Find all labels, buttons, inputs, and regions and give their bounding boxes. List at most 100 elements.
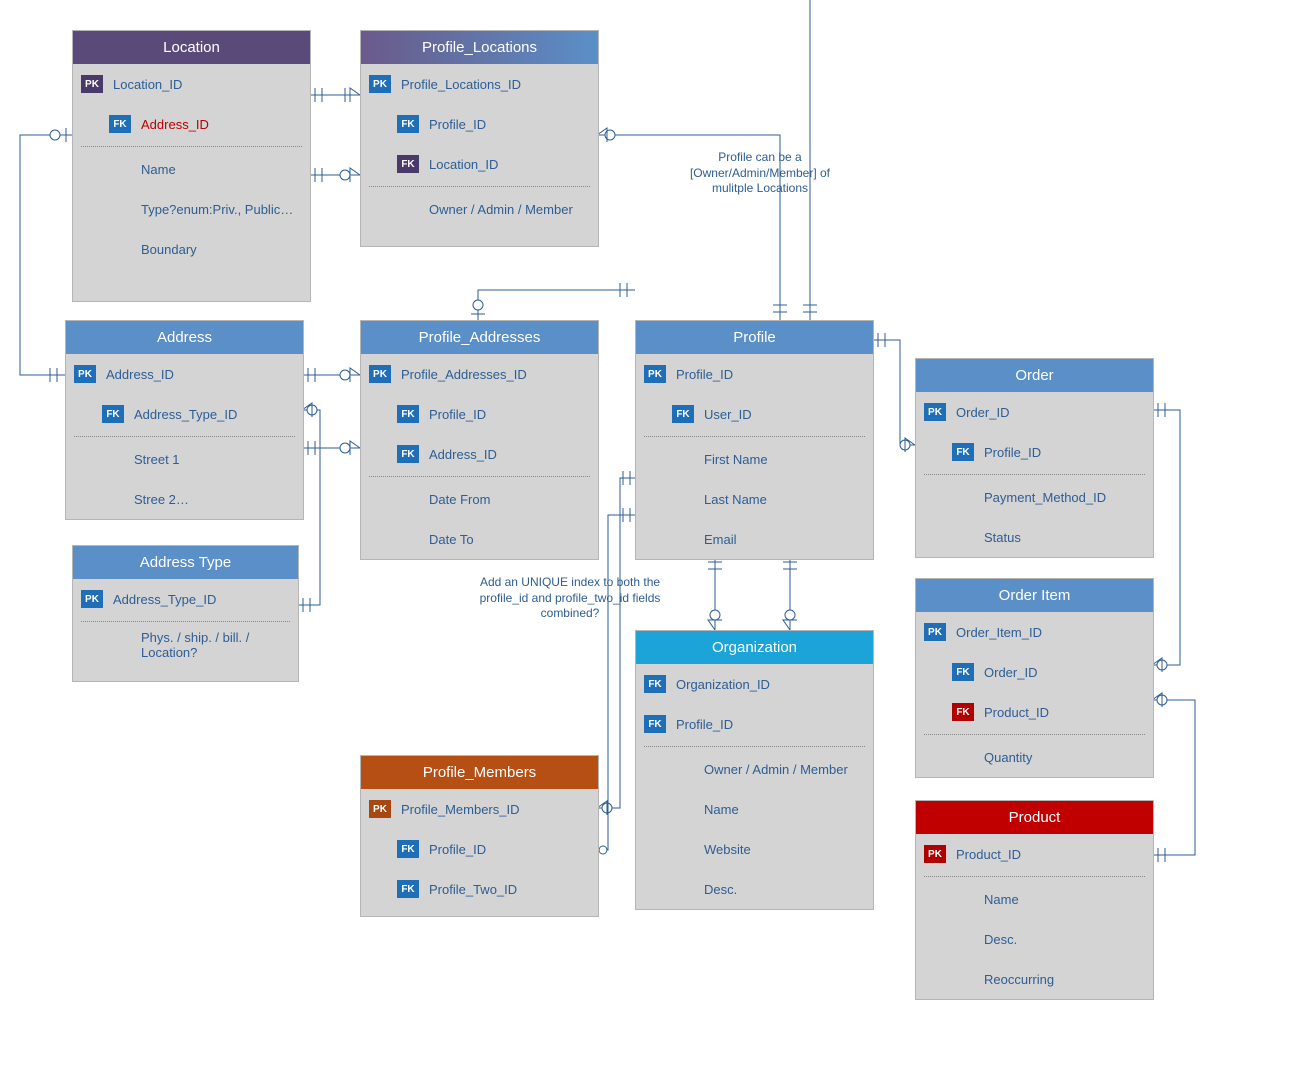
field-row: Website xyxy=(636,829,873,869)
pk-badge: PK xyxy=(369,800,391,818)
entity-header: Profile_Locations xyxy=(361,31,598,64)
entity-address: AddressPKAddress_IDFKAddress_Type_IDStre… xyxy=(65,320,304,520)
field-label: Profile_ID xyxy=(676,367,865,382)
divider xyxy=(644,746,865,747)
divider xyxy=(924,734,1145,735)
entity-organization: OrganizationFKOrganization_IDFKProfile_I… xyxy=(635,630,874,910)
fk-badge: FK xyxy=(397,115,419,133)
field-label: Name xyxy=(704,802,865,817)
field-label: Name xyxy=(141,162,302,177)
fk-badge: FK xyxy=(644,715,666,733)
divider xyxy=(924,876,1145,877)
field-label: Profile_ID xyxy=(429,842,590,857)
fk-badge: FK xyxy=(397,840,419,858)
field-label: Order_ID xyxy=(984,665,1145,680)
field-label: Type?enum:Priv., Public… xyxy=(141,202,302,217)
field-label: Organization_ID xyxy=(676,677,865,692)
divider xyxy=(369,186,590,187)
entity-header: Order xyxy=(916,359,1153,392)
field-row: PK Product_ID xyxy=(916,834,1153,874)
field-label: Stree 2… xyxy=(134,492,295,507)
field-label: Email xyxy=(704,532,865,547)
field-label: Profile_ID xyxy=(984,445,1145,460)
entity-order_item: Order ItemPKOrder_Item_ID FK Order_ID FK Pro… xyxy=(915,578,1154,778)
pk-badge: PK xyxy=(644,365,666,383)
fk-badge: FK xyxy=(102,405,124,423)
entity-location: Location PK Location_ID FK Address_ID Name Typ… xyxy=(72,30,311,302)
entity-order: Order PK Order_ID FKProfile_ID Payment_Metho… xyxy=(915,358,1154,558)
field-label: Desc. xyxy=(704,882,865,897)
field-row: Name xyxy=(916,879,1153,919)
field-label: Reoccurring xyxy=(984,972,1145,987)
divider xyxy=(81,621,290,622)
fk-badge: FK xyxy=(672,405,694,423)
field-row: Street 1 xyxy=(66,439,303,479)
entity-header: Order Item xyxy=(916,579,1153,612)
field-row: FK Address_ID xyxy=(73,104,310,144)
fk-badge: FK xyxy=(952,663,974,681)
pk-badge: PK xyxy=(924,403,946,421)
field-row: FK Profile_ID xyxy=(361,394,598,434)
fk-badge: FK xyxy=(397,445,419,463)
field-row: FK Profile_ID xyxy=(636,704,873,744)
field-row: Boundary xyxy=(73,229,310,269)
divider xyxy=(924,474,1145,475)
field-row: Stree 2… xyxy=(66,479,303,519)
entity-address_type: Address TypePKAddress_Type_IDPhys. / shi… xyxy=(72,545,299,682)
entity-header: Location xyxy=(73,31,310,64)
field-label: Product_ID xyxy=(956,847,1145,862)
field-label: Name xyxy=(984,892,1145,907)
field-label: Profile_ID xyxy=(429,407,590,422)
field-label: Profile_Members_ID xyxy=(401,802,590,817)
entity-header: Profile_Members xyxy=(361,756,598,789)
field-label: Order_ID xyxy=(956,405,1145,420)
fk-badge: FK xyxy=(952,703,974,721)
entity-profile_members: Profile_Members PK Profile_Members_ID FK Pro… xyxy=(360,755,599,917)
field-label: Address_ID xyxy=(141,117,302,132)
field-row: PKOrder_Item_ID xyxy=(916,612,1153,652)
field-row: FK Profile_ID xyxy=(361,829,598,869)
divider xyxy=(81,146,302,147)
field-label: Payment_Method_ID xyxy=(984,490,1145,505)
field-label: Product_ID xyxy=(984,705,1145,720)
pk-badge: PK xyxy=(924,845,946,863)
field-row: PK Profile_ID xyxy=(636,354,873,394)
field-row: FKAddress_ID xyxy=(361,434,598,474)
field-label: Date To xyxy=(429,532,590,547)
field-row: Date From xyxy=(361,479,598,519)
field-label: Profile_ID xyxy=(676,717,865,732)
entity-profile_locations: Profile_Locations PK Profile_Locations_ID F… xyxy=(360,30,599,247)
field-label: Address_ID xyxy=(106,367,295,382)
field-row: PK Profile_Locations_ID xyxy=(361,64,598,104)
field-label: Date From xyxy=(429,492,590,507)
field-row: FK Organization_ID xyxy=(636,664,873,704)
field-label: Location_ID xyxy=(113,77,302,92)
field-row: PK Address_Type_ID xyxy=(73,579,298,619)
field-label: Address_Type_ID xyxy=(134,407,295,422)
field-row: First Name xyxy=(636,439,873,479)
field-label: Quantity xyxy=(984,750,1145,765)
divider xyxy=(369,476,590,477)
entity-header: Profile_Addresses xyxy=(361,321,598,354)
pk-badge: PK xyxy=(81,75,103,93)
field-label: Profile_Addresses_ID xyxy=(401,367,590,382)
field-row: FKProfile_ID xyxy=(916,432,1153,472)
pk-badge: PK xyxy=(369,365,391,383)
fk-badge: FK xyxy=(109,115,131,133)
field-row: FK Product_ID xyxy=(916,692,1153,732)
pk-badge: PK xyxy=(81,590,103,608)
field-row: Name xyxy=(73,149,310,189)
field-row: Payment_Method_ID xyxy=(916,477,1153,517)
pk-badge: PK xyxy=(369,75,391,93)
fk-badge: FK xyxy=(644,675,666,693)
field-row: FKLocation_ID xyxy=(361,144,598,184)
field-label: Phys. / ship. / bill. / Location? xyxy=(141,630,290,660)
fk-badge: FK xyxy=(397,405,419,423)
field-label: Order_Item_ID xyxy=(956,625,1145,640)
entity-product: ProductPKProduct_IDNameDesc.Reoccurring xyxy=(915,800,1154,1000)
field-row: Name xyxy=(636,789,873,829)
field-row: Owner / Admin / Member xyxy=(636,749,873,789)
divider xyxy=(644,436,865,437)
field-label: Address_Type_ID xyxy=(113,592,290,607)
field-label: Profile_Locations_ID xyxy=(401,77,590,92)
